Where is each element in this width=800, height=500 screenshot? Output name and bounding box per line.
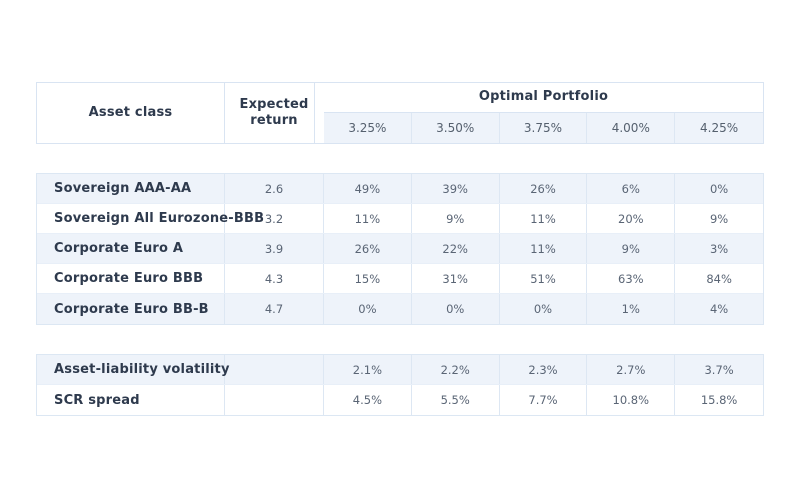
allocation-cell: 11% [500, 204, 588, 233]
expected-return-cell: 4.7 [225, 294, 324, 324]
target-return-column-header: 3.25% [324, 113, 412, 143]
summary-section: Asset-liability volatility 2.1% 2.2% 2.3… [36, 354, 764, 416]
allocation-cell: 0% [412, 294, 500, 324]
summary-value-cell: 3.7% [704, 362, 734, 377]
summary-value-cell: 2.1% [324, 355, 412, 384]
summary-value-cell: 15.8% [700, 393, 738, 407]
allocation-cell: 11% [324, 204, 412, 233]
summary-row: Asset-liability volatility 2.1% 2.2% 2.3… [37, 355, 763, 385]
allocation-cell: 3% [709, 241, 729, 256]
allocation-cell: 22% [412, 234, 500, 263]
allocation-cell: 26% [500, 174, 588, 203]
allocation-cell: 4% [709, 302, 729, 316]
asset-label: Corporate Euro BB-B [37, 294, 225, 324]
summary-label: Asset-liability volatility [37, 355, 229, 384]
asset-class-header: Asset class [37, 83, 225, 143]
asset-row: Corporate Euro A 3.9 26% 22% 11% 9% 3% [37, 234, 763, 264]
summary-value-cell: 7.7% [500, 385, 588, 415]
table-header: Asset class Expected return Optimal Port… [36, 82, 764, 144]
allocation-cell: 11% [500, 234, 588, 263]
target-return-column-header: 4.25% [675, 113, 763, 143]
expected-return-header: Expected return [235, 83, 315, 143]
allocation-cell: 9% [412, 204, 500, 233]
allocation-cell: 49% [324, 174, 412, 203]
asset-row: Sovereign AAA-AA 2.6 49% 39% 26% 6% 0% [37, 174, 763, 204]
allocation-cell: 15% [324, 264, 412, 293]
expected-return-cell: 3.2 [225, 204, 324, 233]
expected-return-cell: 2.6 [225, 174, 324, 203]
summary-value-cell: 5.5% [412, 385, 500, 415]
summary-value-cell: 10.8% [587, 385, 676, 415]
allocation-cell: 51% [500, 264, 588, 293]
asset-label: Sovereign All Eurozone-BBB [37, 204, 264, 233]
asset-label: Sovereign AAA-AA [37, 174, 225, 203]
target-return-column-header: 3.75% [499, 113, 588, 143]
optimal-portfolio-table: Asset class Expected return Optimal Port… [36, 82, 764, 416]
optimal-portfolio-header: Optimal Portfolio [324, 83, 763, 113]
allocation-cell: 39% [412, 174, 500, 203]
allocation-cell: 0% [500, 294, 588, 324]
asset-row: Corporate Euro BB-B 4.7 0% 0% 0% 1% 4% [37, 294, 763, 324]
asset-row: Sovereign All Eurozone-BBB 3.2 11% 9% 11… [37, 204, 763, 234]
expected-return-cell: 3.9 [225, 234, 324, 263]
target-return-column-header: 4.00% [587, 113, 676, 143]
summary-value-cell: 2.7% [587, 355, 676, 384]
asset-row: Corporate Euro BBB 4.3 15% 31% 51% 63% 8… [37, 264, 763, 294]
allocation-cell: 31% [412, 264, 500, 293]
allocation-cell: 6% [587, 174, 676, 203]
allocation-cell: 84% [706, 271, 732, 286]
allocation-cell: 0% [709, 181, 729, 196]
allocation-cell: 63% [587, 264, 676, 293]
allocation-cell: 0% [324, 294, 412, 324]
summary-row: SCR spread 4.5% 5.5% 7.7% 10.8% 15.8% [37, 385, 763, 415]
target-return-column-header: 3.50% [411, 113, 500, 143]
allocation-cell: 26% [324, 234, 412, 263]
allocation-cell: 9% [587, 234, 676, 263]
asset-label: Corporate Euro A [37, 234, 225, 263]
allocation-cell: 9% [709, 211, 729, 226]
allocation-cell: 20% [587, 204, 676, 233]
summary-label: SCR spread [37, 385, 225, 415]
summary-value-cell: 2.3% [500, 355, 588, 384]
expected-return-cell: 4.3 [225, 264, 324, 293]
empty-cell [225, 385, 324, 415]
summary-value-cell: 2.2% [412, 355, 500, 384]
asset-rows-section: Sovereign AAA-AA 2.6 49% 39% 26% 6% 0% S… [36, 173, 764, 325]
summary-value-cell: 4.5% [324, 385, 412, 415]
allocation-cell: 1% [587, 294, 676, 324]
asset-label: Corporate Euro BBB [37, 264, 225, 293]
empty-cell [225, 355, 324, 384]
